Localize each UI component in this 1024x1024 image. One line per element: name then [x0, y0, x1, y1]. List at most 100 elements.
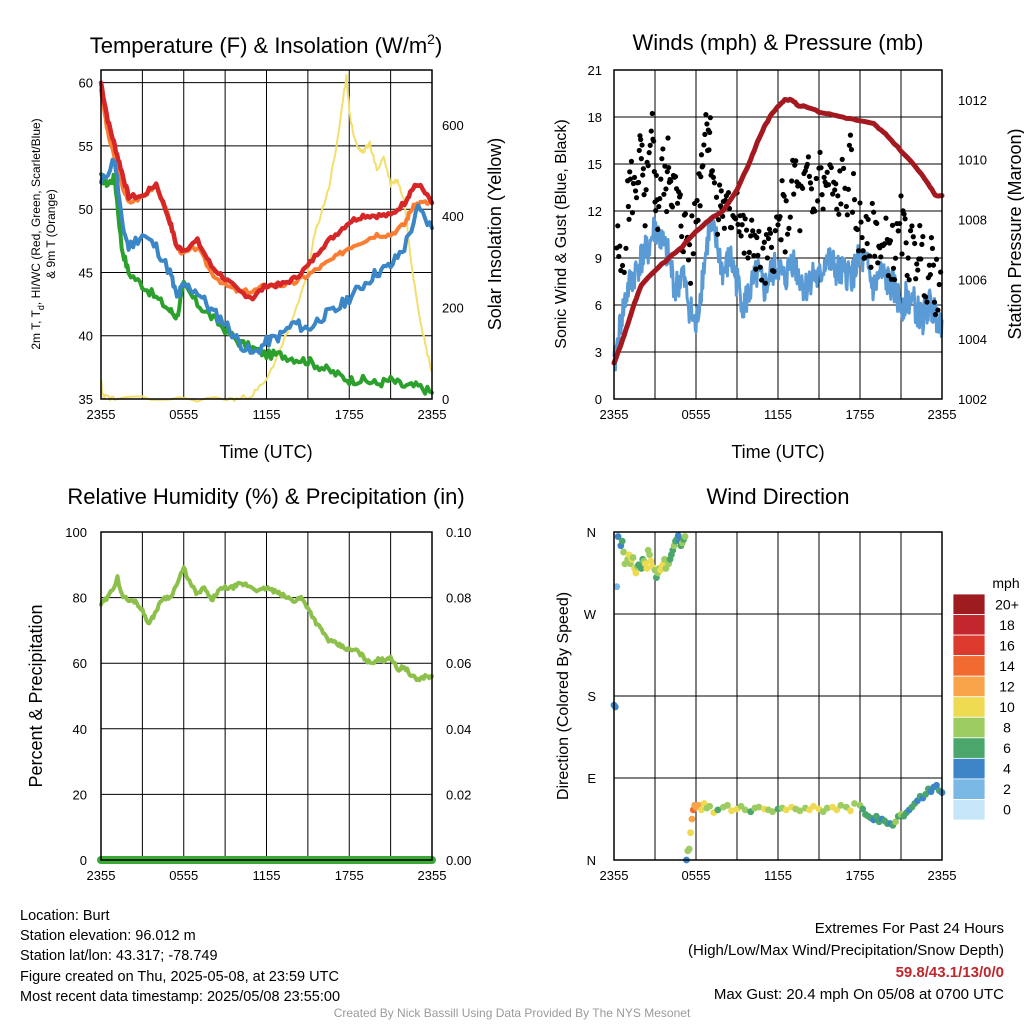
temp-xtick-label: 1155: [253, 407, 281, 422]
dir-point: [613, 583, 621, 591]
rh-ytick-label: 0: [80, 853, 87, 868]
station-info: Location: Burt Station elevation: 96.012…: [20, 906, 340, 1007]
max-gust: Max Gust: 20.4 mph On 05/08 at 0700 UTC: [713, 986, 1004, 1003]
winds-gust-point: [716, 182, 723, 188]
winds-gust-point: [686, 242, 693, 248]
winds-gust-point: [872, 253, 878, 259]
dir-ylabel: Direction (Colored By Speed): [555, 592, 572, 800]
extremes-subtitle: (High/Low/Max Wind/Precipitation/Snow De…: [688, 942, 1004, 959]
dir-point: [698, 806, 705, 814]
rh-frame: [100, 531, 433, 861]
rh-y2tick-label: 0.02: [446, 787, 471, 802]
rh-y2tick-label: 0.08: [446, 591, 471, 606]
winds-gust-point: [647, 142, 653, 148]
rh-y2tick-label: 0.10: [446, 525, 471, 540]
winds-xtick-label: 2355: [600, 407, 629, 422]
winds-y2tick-label: 1012: [958, 93, 987, 108]
winds-gust-point: [845, 186, 851, 192]
winds-xtick-label: 1155: [764, 407, 792, 422]
temp-series-insolation: [100, 73, 433, 403]
dir-point: [611, 703, 619, 711]
winds-gust-point: [733, 216, 739, 222]
winds-gust-point: [698, 174, 704, 180]
winds-gust-point: [639, 142, 645, 148]
winds-gust-point: [813, 175, 819, 182]
dir-point: [646, 551, 653, 559]
winds-gust-point: [666, 164, 672, 171]
winds-gust-point: [871, 209, 877, 215]
winds-gust-point: [890, 265, 897, 271]
winds-gust-point: [865, 216, 871, 223]
winds-gust-point: [928, 235, 935, 241]
winds-gust-point: [847, 132, 854, 138]
winds-gust-point: [832, 187, 838, 193]
winds-gust-point: [745, 255, 751, 261]
colorbar-swatch: [952, 799, 986, 821]
winds-gust-point: [755, 252, 761, 258]
winds-gust-point: [851, 197, 858, 203]
winds-frame: [613, 69, 943, 400]
winds-gust-point: [761, 239, 767, 245]
winds-gust-point: [690, 251, 696, 257]
winds-gust-point: [912, 240, 918, 247]
winds-gust-point: [917, 223, 923, 229]
winds-gust-point: [710, 174, 717, 181]
winds-gust-point: [695, 217, 701, 223]
winds-gust-point: [736, 229, 742, 235]
temp-xtick-label: 2355: [418, 407, 447, 422]
winds-gust-point: [804, 161, 810, 167]
winds-gust-point: [843, 203, 849, 210]
winds-gust-point: [636, 147, 642, 154]
winds-gust-point: [704, 121, 710, 127]
winds-gust-point: [887, 238, 894, 244]
temp-ytick-label: 50: [79, 202, 93, 217]
winds-gust-point: [817, 149, 823, 155]
temp-ytick-label: 55: [79, 139, 93, 154]
winds-gust-point: [641, 192, 647, 198]
winds-gust-point: [649, 110, 655, 117]
rh-y2tick-label: 0.00: [446, 853, 471, 868]
winds-gust-point: [751, 252, 757, 259]
colorbar-label: 14: [999, 658, 1015, 674]
winds-gust-point: [659, 156, 665, 162]
winds-gust-point: [914, 261, 920, 267]
winds-gust-point: [707, 129, 713, 136]
winds-xtick-label: 2355: [928, 407, 957, 422]
temp-series-dew: [99, 157, 434, 355]
winds-gust-point: [882, 241, 888, 247]
dir-point: [643, 565, 651, 572]
dir-point: [933, 781, 940, 789]
station-location: Location: Burt: [20, 908, 110, 924]
winds-gust-point: [627, 169, 633, 175]
winds-y2label: Station Pressure (Maroon): [1005, 128, 1024, 339]
rh-ytick-label: 40: [73, 722, 87, 737]
dir-point: [833, 806, 841, 814]
dir-ytick-label: N: [587, 853, 596, 868]
colorbar-label: 0: [1003, 802, 1011, 818]
colorbar-swatch: [952, 778, 986, 800]
dir-point: [873, 812, 880, 820]
extremes-values: 59.8/43.1/13/0/0: [895, 964, 1004, 981]
winds-gust-point: [735, 221, 741, 228]
dir-point: [688, 815, 696, 823]
winds-gust-point: [679, 233, 685, 240]
winds-gust-point: [930, 262, 937, 268]
dir-point: [632, 569, 640, 577]
winds-gust-point: [839, 156, 845, 162]
winds-gust-point: [931, 299, 938, 305]
winds-gust-point: [739, 222, 745, 228]
winds-gust-point: [907, 228, 914, 234]
winds-gust-point: [749, 217, 755, 223]
winds-gust-point: [701, 142, 707, 148]
temp-y2label: Solar Insolation (Yellow): [485, 138, 505, 330]
winds-gust-point: [819, 192, 825, 198]
winds-gust-point: [897, 220, 903, 227]
winds-gust-point: [630, 180, 637, 187]
winds-gust-point: [656, 203, 662, 210]
winds-gust-point: [765, 235, 772, 242]
dir-point: [810, 802, 817, 810]
winds-gust-point: [856, 248, 862, 254]
dir-point: [728, 807, 735, 815]
winds-gust-point: [891, 276, 898, 283]
winds-gust-point: [818, 165, 824, 171]
